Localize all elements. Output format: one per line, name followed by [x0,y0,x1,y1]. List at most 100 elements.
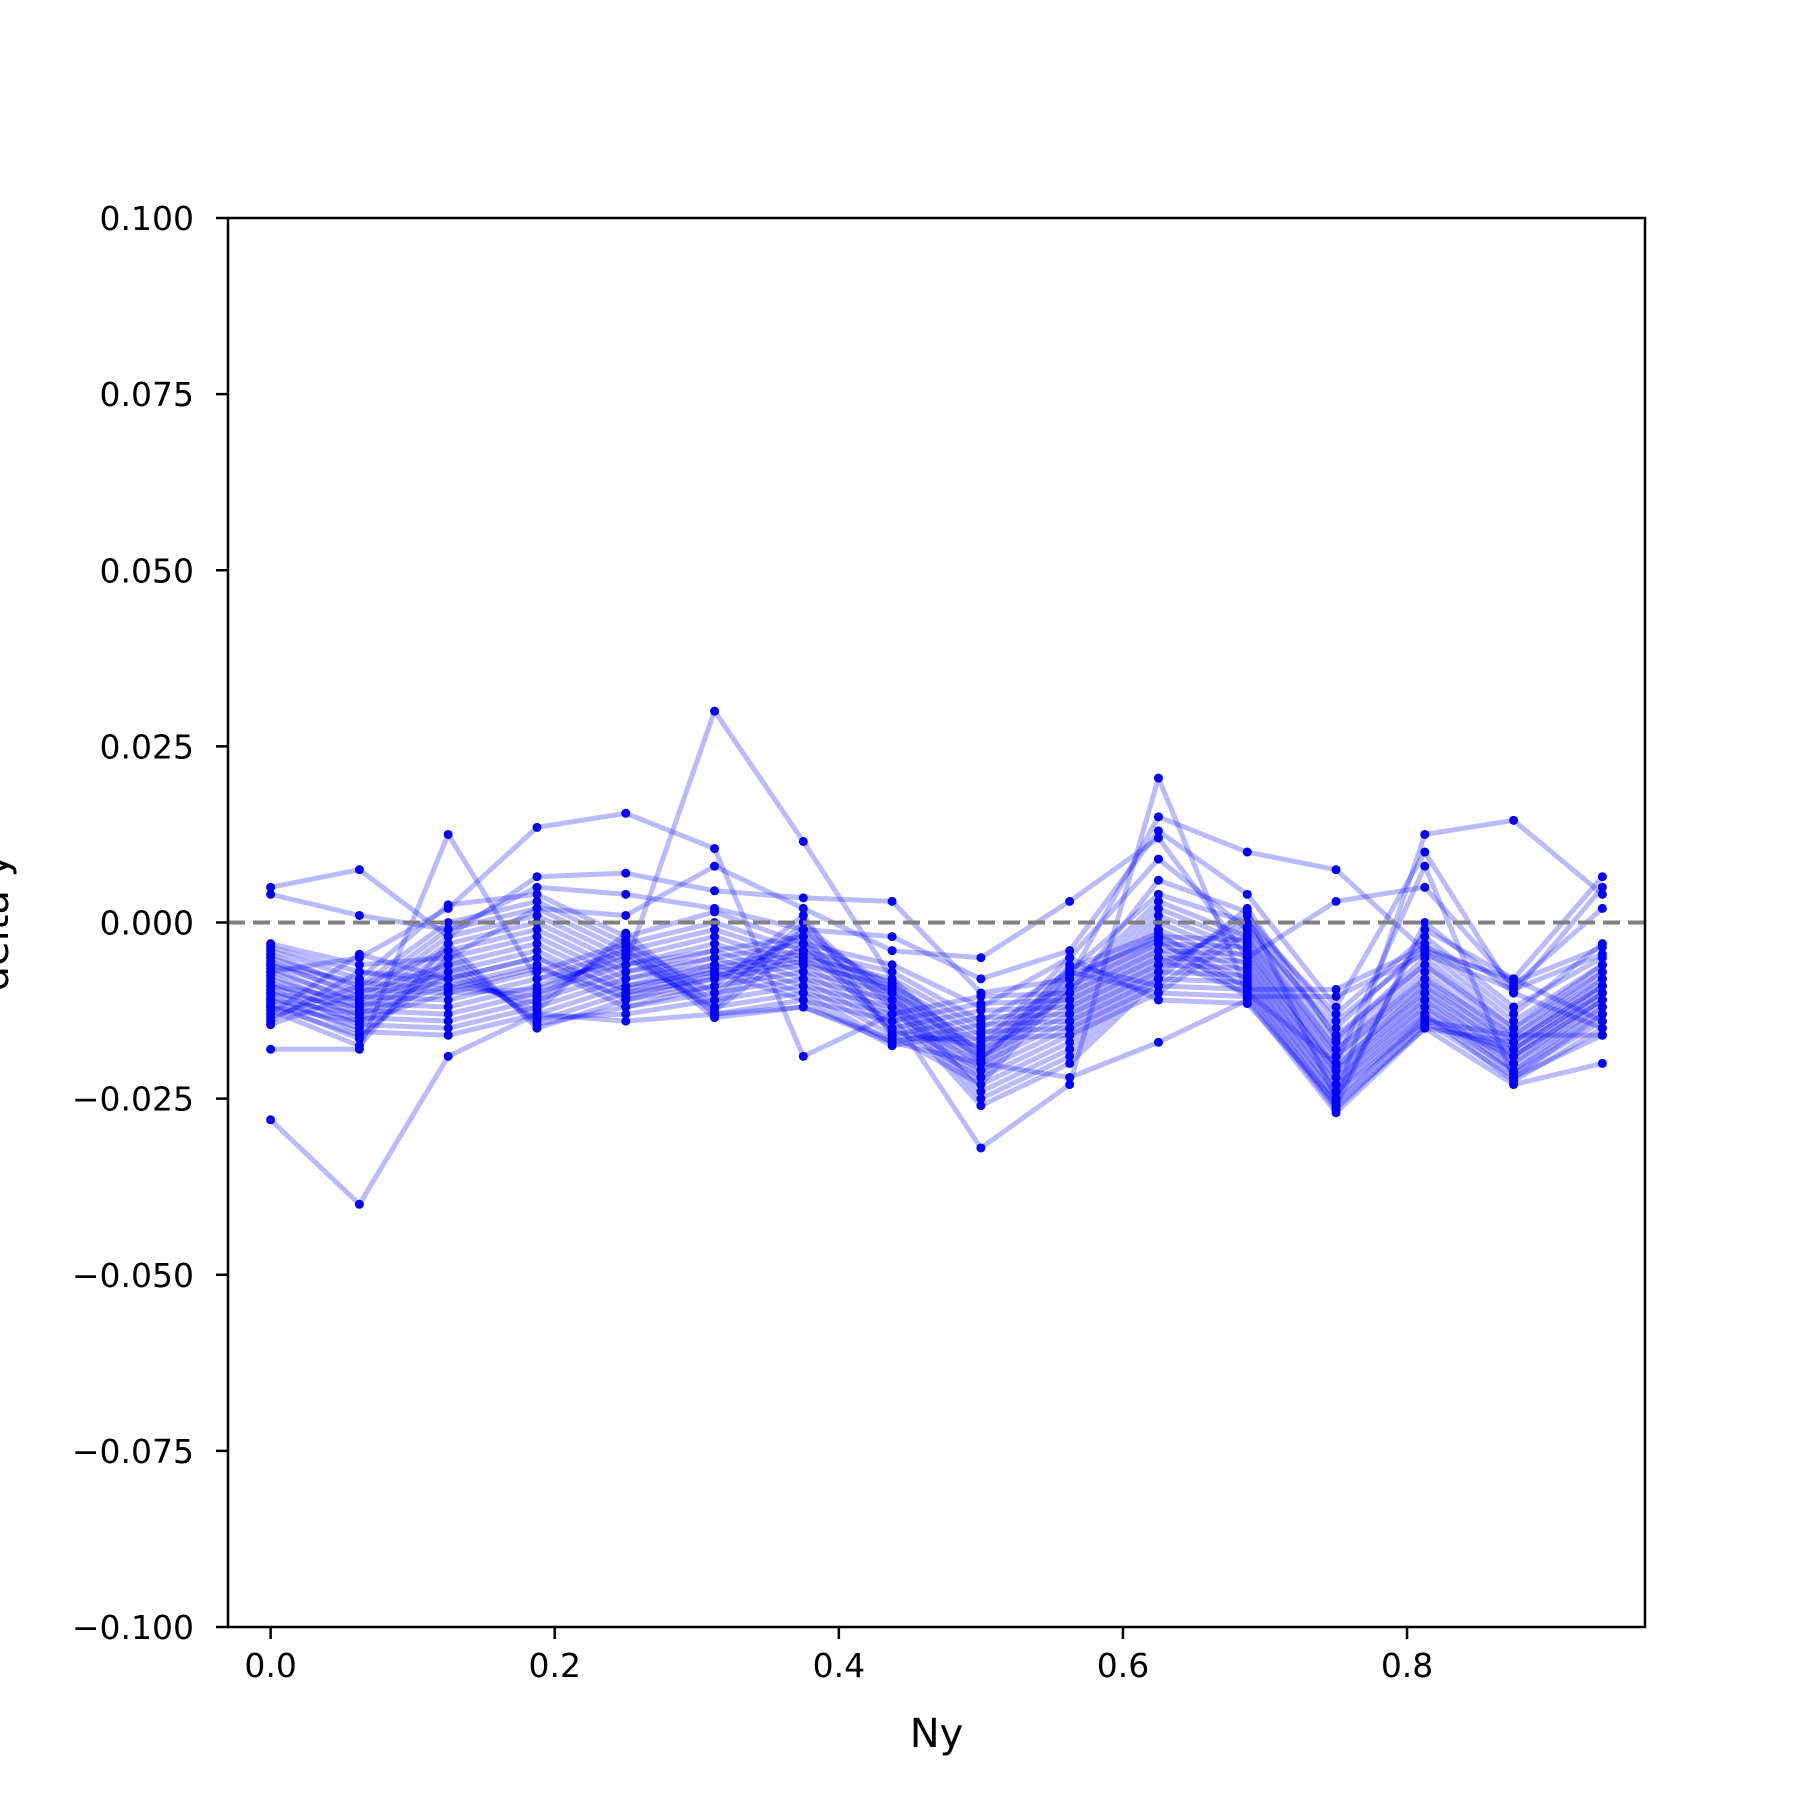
series-line [270,814,1605,996]
data-point [532,974,542,984]
data-point [1420,1013,1430,1023]
data-point [710,988,720,998]
data-point [1153,812,1163,822]
data-point [1597,1030,1607,1040]
data-point [532,896,542,906]
data-point [976,1013,986,1023]
data-point [1597,1023,1607,1033]
data-point [443,1023,453,1033]
data-point [354,1009,364,1019]
data-point [710,907,720,917]
data-point [266,960,276,970]
data-point [1597,995,1607,1005]
data-point [887,1016,897,1026]
data-point [1153,896,1163,906]
data-point [1509,1076,1519,1086]
data-point [532,932,542,942]
data-point [1153,974,1163,984]
data-point [710,995,720,1005]
data-point [354,1016,364,1026]
series-line [270,941,1604,1105]
data-point [976,1055,986,1065]
data-point [798,981,808,991]
data-point [354,1002,364,1012]
series-line [269,920,1604,1073]
data-point [798,903,808,913]
data-point [621,1002,631,1012]
series-line [270,775,1604,1151]
data-point [710,1006,720,1016]
data-point [1065,1002,1075,1012]
data-point [887,1002,897,1012]
data-point [1153,773,1163,783]
data-point [976,1034,986,1044]
data-point [621,974,631,984]
data-point [1242,956,1252,966]
data-point [354,977,364,987]
data-point [532,963,542,973]
data-point [976,974,986,984]
data-point [354,960,364,970]
data-point [532,1006,542,1016]
data-point [1153,910,1163,920]
data-point [1509,1069,1519,1079]
series-line [269,934,1604,1080]
data-point [1153,967,1163,977]
data-point [1153,833,1163,843]
x-tick-label: 0.2 [528,1646,580,1685]
data-point [887,932,897,942]
data-point [710,981,720,991]
data-point [266,981,276,991]
data-point [532,1020,542,1030]
data-point [1153,960,1163,970]
data-point [266,942,276,952]
y-axis-ticks: −0.100 −0.075 −0.050 −0.025 0.000 0.025 0.050 0… [72,199,228,1647]
data-point [976,1006,986,1016]
data-point [798,939,808,949]
data-point [976,1041,986,1051]
series-line [269,905,1604,1059]
data-point [1065,1080,1075,1090]
data-point [887,984,897,994]
series-line [270,708,1604,1102]
data-point [976,953,986,963]
series-line [269,891,1604,1038]
data-point [1153,995,1163,1005]
data-point [443,1030,453,1040]
data-point [1597,1058,1607,1068]
data-point [1420,932,1430,942]
data-point [798,893,808,903]
data-point [1242,910,1252,920]
series-line [270,835,1605,989]
data-point [1242,949,1252,959]
data-point [1597,1009,1607,1019]
data-point [976,1072,986,1082]
data-point [443,1016,453,1026]
data-point [1420,988,1430,998]
data-point [1331,1072,1341,1082]
data-point [266,988,276,998]
y-tick-label: −0.075 [72,1432,194,1471]
data-point [887,995,897,1005]
y-tick-label: 0.025 [100,727,194,766]
series-line [269,905,1604,1109]
data-point [443,1009,453,1019]
data-point [1331,1080,1341,1090]
data-point [1065,946,1075,956]
data-point [1509,977,1519,987]
data-point [887,967,897,977]
data-point [1153,854,1163,864]
series-line [269,941,1604,1088]
data-point [532,999,542,1009]
data-point [1597,960,1607,970]
data-point [532,953,542,963]
data-point [976,1065,986,1075]
data-point [443,900,453,910]
data-point [1065,981,1075,991]
data-point [354,1199,364,1209]
data-point [1420,861,1430,871]
data-point [710,925,720,935]
data-point [710,861,720,871]
series-line [269,856,1604,1031]
